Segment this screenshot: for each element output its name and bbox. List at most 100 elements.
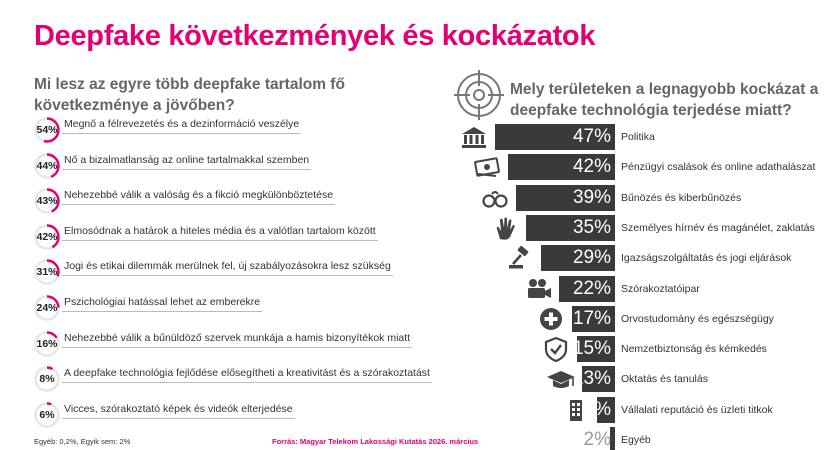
hand-print-icon	[496, 217, 515, 240]
underline	[62, 311, 262, 312]
risk-bar-value: 47%	[572, 126, 611, 147]
consequence-value: 54%	[36, 124, 58, 136]
risk-bar-label: Politika	[621, 131, 655, 143]
progress-arc	[34, 402, 60, 428]
progress-arc	[34, 152, 60, 179]
risk-bar-row: 17% Orvostudomány és egészségügy	[455, 305, 825, 332]
risk-bar-row: 42% Pénzügyi csalások és online adathalás…	[455, 154, 825, 181]
consequence-value: 43%	[36, 195, 58, 208]
risk-bar-value: 35%	[572, 216, 611, 238]
underline	[62, 346, 412, 348]
progress-ring	[34, 295, 60, 321]
underline	[62, 417, 295, 419]
left-question: Mi lesz az egyre több deepfake tartalom …	[34, 76, 345, 114]
risk-bar	[571, 305, 615, 332]
risk-bar-row: 47% Politika	[455, 124, 825, 150]
risk-bar-row: 35% Személyes hírnév és magánélet, zaklat…	[455, 214, 825, 241]
underline	[62, 133, 301, 134]
consequence-value: 42%	[36, 230, 58, 243]
risk-bar-label: Igazságszolgáltatás és jogi eljárások	[621, 252, 792, 265]
risk-bar-label: Nemzetbiztonság és kémkedés	[621, 343, 767, 356]
consequence-value: 6%	[39, 408, 55, 421]
risk-bar	[609, 427, 615, 450]
risk-bar-label: Oktatás és tanulás	[621, 373, 708, 386]
office-building-icon	[570, 399, 583, 421]
risk-bar	[581, 366, 615, 393]
risk-bar-label: Vállalati reputáció és üzleti titkok	[621, 403, 773, 416]
risk-bar-row: 13% Oktatás és tanulás	[455, 366, 825, 393]
movie-camera-icon	[527, 278, 551, 298]
consequence-item: 24% Pszichológiai hatással lehet az ember…	[32, 295, 452, 321]
risk-bar-label: Orvostudomány és egészségügy	[621, 312, 774, 325]
risk-bar-label: Egyéb	[621, 434, 651, 446]
risk-bar	[558, 275, 615, 302]
risk-bar	[515, 184, 615, 211]
consequence-label: Nő a bizalmatlanság az online tartalmakk…	[64, 153, 310, 166]
risk-bar-value: 7%	[583, 398, 611, 420]
consequence-label: Pszichológiai hatással lehet az emberekr…	[64, 296, 261, 308]
consequence-item: 44% Nő a bizalmatlanság az online tartalm…	[32, 152, 452, 179]
consequence-label: Megnő a félrevezetés és a dezinformáció …	[64, 118, 300, 130]
risk-bar-value: 42%	[572, 156, 611, 178]
risk-bar-value: 13%	[572, 368, 611, 390]
consequence-value: 31%	[36, 266, 58, 279]
risk-bar	[597, 396, 615, 423]
risk-bar-row: 29% Igazságszolgáltatás és jogi eljárások	[455, 245, 825, 272]
gavel-icon	[509, 246, 529, 269]
progress-arc	[34, 224, 60, 250]
consequence-label: Nehezebbé válik a bűnüldöző szervek munk…	[64, 331, 411, 344]
government-building-icon	[462, 127, 487, 148]
consequence-label: Jogi és etikai dilemmák merülnek fel, új…	[64, 260, 391, 273]
underline	[62, 275, 393, 277]
risk-bar-label: Pénzügyi csalások és online adathalászat	[621, 161, 816, 174]
shield-check-icon	[544, 336, 567, 363]
risk-bar-row: 2% Egyéb	[455, 427, 825, 450]
consequence-item: 31% Jogi és etikai dilemmák merülnek fel,…	[32, 259, 452, 286]
underline	[62, 204, 335, 206]
source-note: Forrás: Magyar Telekom Lakossági Kutatás…	[272, 437, 479, 446]
risk-bar	[576, 336, 615, 363]
progress-ring	[34, 330, 60, 357]
risk-bar-label: Szórakoztatóipar	[621, 282, 700, 295]
risk-bar-row: 39% Bűnözés és kiberbűnözés	[455, 184, 825, 211]
progress-ring	[34, 224, 60, 250]
consequence-label: Vicces, szórakoztató képek és videók elt…	[64, 402, 293, 415]
right-question: Mely területeken a legnagyobb kockázat a…	[510, 81, 819, 119]
banknote-icon	[474, 157, 500, 178]
risk-bar-row: 7% Vállalati reputáció és üzleti titkok	[455, 396, 825, 423]
consequence-value: 24%	[36, 302, 58, 314]
footnote-other: Egyéb: 0,2%, Egyik sem: 2%	[34, 437, 131, 446]
consequence-item: 43% Nehezebbé válik a valóság és a fikció…	[32, 188, 452, 214]
risk-bar-value: 15%	[572, 338, 611, 360]
risk-bar-value: 29%	[572, 247, 611, 269]
risk-bar-row: 22% Szórakoztatóipar	[455, 275, 825, 302]
risk-bar	[541, 245, 615, 272]
risk-bar-value: 39%	[572, 186, 611, 208]
risk-bar-value: 17%	[572, 307, 611, 329]
medical-cross-icon	[539, 307, 562, 330]
progress-arc	[34, 295, 60, 321]
consequence-item: 54% Megnő a félrevezetés és a dezinformác…	[32, 117, 452, 143]
consequence-label: A deepfake technológia fejlődése elősegí…	[64, 367, 430, 380]
consequence-label: Nehezebbé válik a valóság és a fikció me…	[64, 189, 334, 202]
risk-bar	[507, 154, 615, 181]
risk-areas-bar-chart: 47% Politika 42% Pénzügyi csalások és onlin…	[455, 0, 825, 450]
progress-arc	[34, 117, 60, 143]
progress-ring	[34, 117, 60, 143]
graduation-cap-icon	[546, 371, 575, 389]
consequence-item: 42% Elmosódnak a határok a hiteles média …	[32, 224, 452, 250]
consequence-item: 8% A deepfake technológia fejlődése előse…	[32, 366, 452, 392]
risk-bar-label: Bűnözés és kiberbűnözés	[621, 191, 742, 204]
consequence-value: 16%	[36, 337, 58, 350]
progress-arc	[34, 259, 60, 286]
underline	[62, 168, 311, 170]
progress-ring	[34, 259, 60, 286]
risk-bar-value: 2%	[583, 429, 611, 450]
handcuffs-icon	[481, 190, 508, 208]
consequence-value: 44%	[36, 159, 58, 172]
consequence-item: 6% Vicces, szórakoztató képek és videók e…	[32, 402, 452, 428]
consequence-item: 16% Nehezebbé válik a bűnüldöző szervek m…	[32, 330, 452, 357]
consequences-list: 54% Megnő a félrevezetés és a dezinformác…	[32, 117, 452, 437]
progress-ring	[34, 366, 60, 392]
risk-bar-row: 15% Nemzetbiztonság és kémkedés	[455, 336, 825, 363]
